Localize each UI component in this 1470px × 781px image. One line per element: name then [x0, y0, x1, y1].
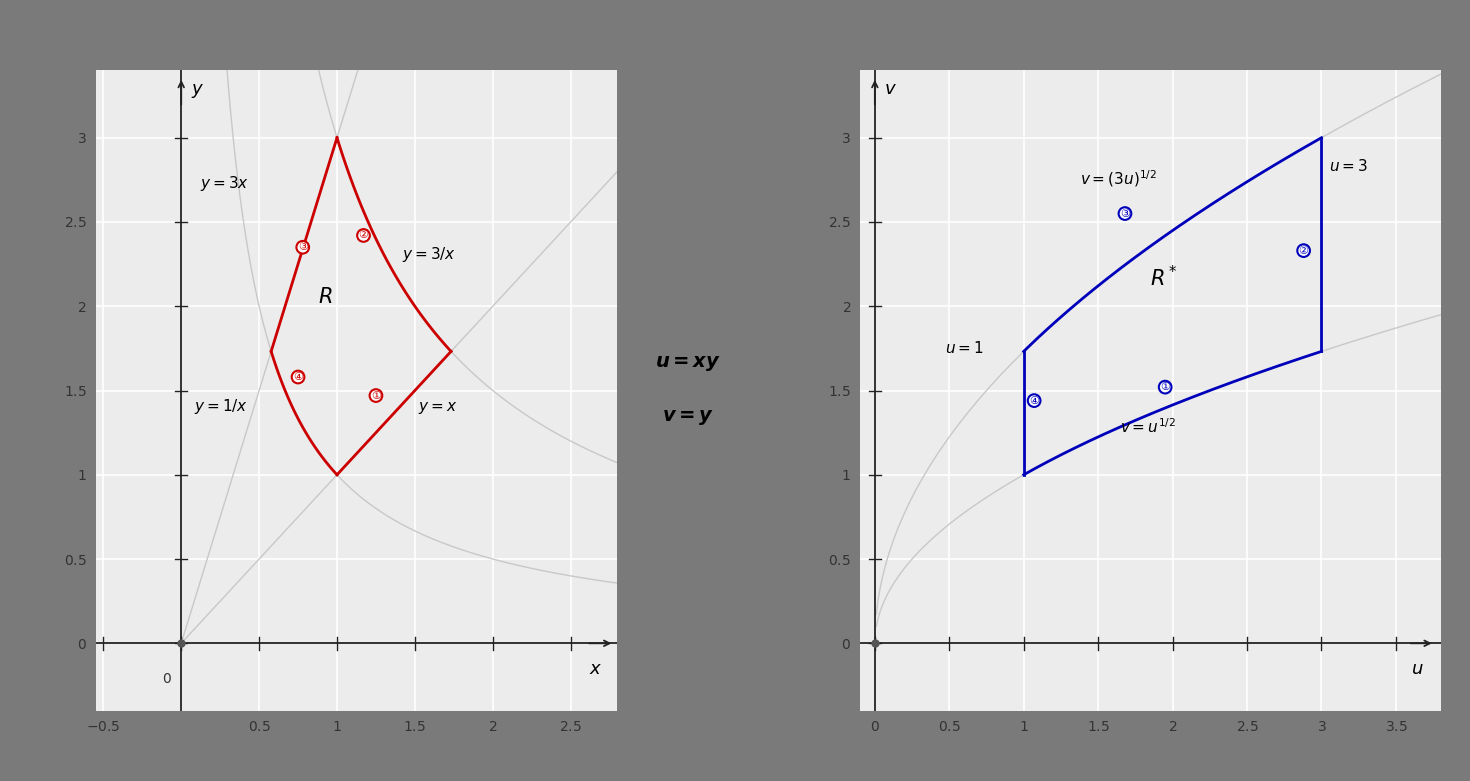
- Text: $x$: $x$: [589, 660, 603, 678]
- Text: $y = 1/x$: $y = 1/x$: [194, 397, 248, 415]
- Text: ②: ②: [1298, 245, 1308, 255]
- Text: ③: ③: [298, 242, 307, 252]
- Text: $y = 3/x$: $y = 3/x$: [403, 245, 457, 264]
- Text: ②: ②: [359, 230, 369, 241]
- Text: ①: ①: [370, 390, 381, 401]
- Text: ④: ④: [1029, 396, 1039, 405]
- Text: $0$: $0$: [162, 672, 172, 686]
- Text: ③: ③: [1120, 209, 1130, 219]
- Text: $u$: $u$: [1411, 660, 1423, 678]
- Text: $R$: $R$: [319, 287, 332, 307]
- Text: $y$: $y$: [191, 82, 204, 100]
- Text: $v = (3u)^{1/2}$: $v = (3u)^{1/2}$: [1080, 169, 1157, 189]
- Text: $v = u^{1/2}$: $v = u^{1/2}$: [1120, 417, 1176, 436]
- Text: $y = x$: $y = x$: [417, 400, 457, 415]
- Text: $R^*$: $R^*$: [1150, 265, 1177, 290]
- Text: ①: ①: [1160, 382, 1170, 392]
- Text: $\boldsymbol{u = xy}$: $\boldsymbol{u = xy}$: [656, 354, 720, 373]
- Text: ④: ④: [293, 372, 303, 382]
- Text: $u = 3$: $u = 3$: [1329, 159, 1367, 174]
- Text: $\boldsymbol{v = y}$: $\boldsymbol{v = y}$: [662, 408, 714, 427]
- Text: $u = 1$: $u = 1$: [945, 341, 983, 356]
- Text: $v$: $v$: [883, 80, 897, 98]
- Text: $y = 3x$: $y = 3x$: [200, 174, 248, 193]
